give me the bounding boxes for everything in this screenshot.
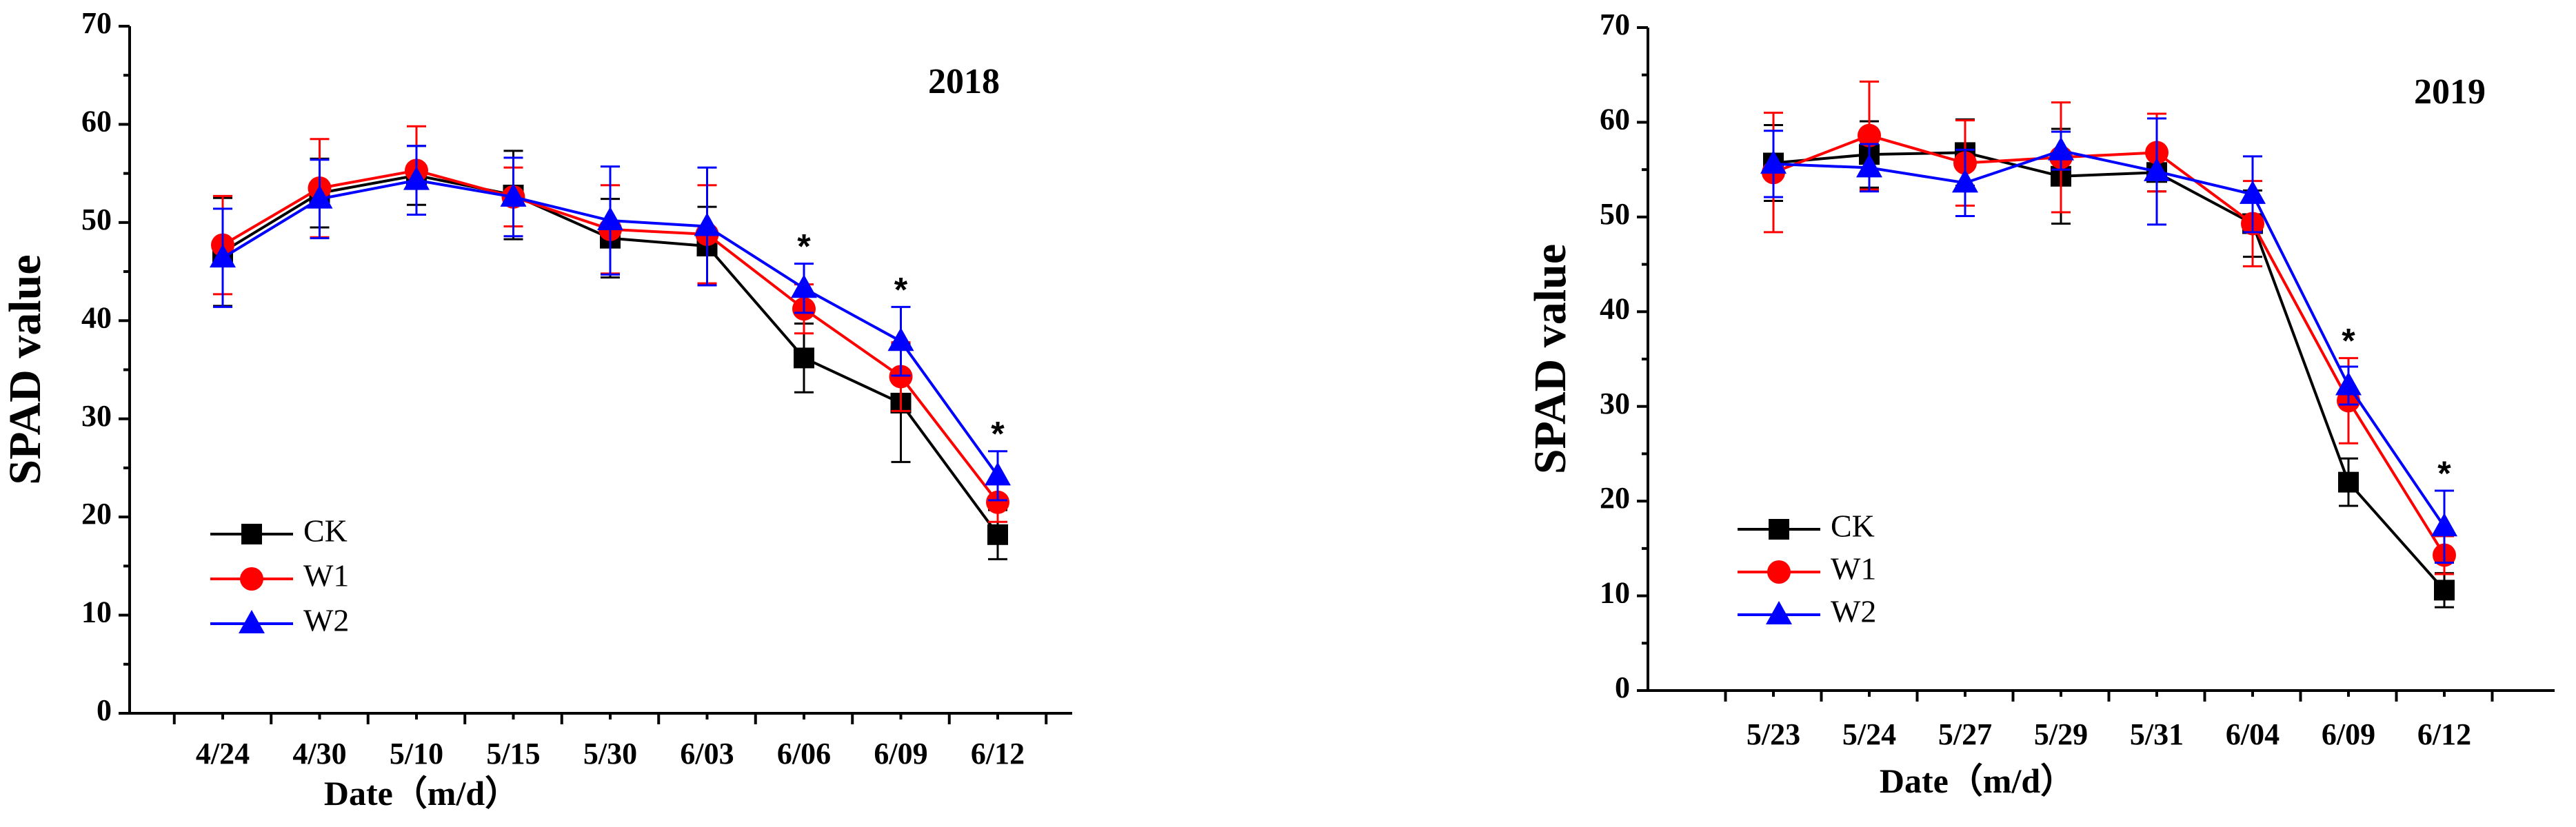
data-point (2431, 513, 2457, 537)
series-line-CK (1773, 151, 2446, 591)
data-point (791, 274, 817, 298)
significance-marker: * (2342, 322, 2355, 360)
x-tick-label: 5/15 (486, 737, 540, 770)
x-tick-label: 5/31 (2130, 717, 2184, 751)
data-point (986, 490, 1009, 514)
x-axis-label: Date（m/d） (1880, 762, 2075, 800)
legend-item-W1: W1 (210, 558, 349, 593)
y-tick-label: 70 (1600, 8, 1630, 41)
x-tick-label: 5/24 (1842, 717, 1896, 751)
y-tick-label: 50 (81, 203, 112, 236)
data-point (2144, 157, 2170, 181)
legend-label: CK (1831, 509, 1875, 544)
data-point (403, 166, 430, 190)
x-tick-label: 6/06 (777, 737, 831, 770)
legend-label: W1 (1831, 551, 1876, 586)
series-W2 (210, 145, 1011, 502)
panel-title: 2018 (928, 62, 1000, 101)
y-tick-label: 10 (1600, 576, 1630, 610)
y-tick-label: 20 (81, 497, 112, 531)
series-W2 (1760, 117, 2457, 564)
x-tick-label: 6/12 (2417, 717, 2471, 751)
y-tick-label: 60 (1600, 103, 1630, 136)
x-tick-label: 4/30 (292, 737, 346, 770)
x-tick-label: 5/10 (390, 737, 443, 770)
chart-panel-2018: 0 10 20 30 40 50 60 70 4/24 4/30 5/10 5/15 5/30 6/03 6… (0, 6, 1072, 813)
significance-marker: * (894, 270, 908, 309)
y-tick-label: 10 (81, 595, 112, 629)
data-point (794, 347, 814, 369)
y-tick-label: 30 (81, 399, 112, 433)
y-tick-label: 30 (1600, 387, 1630, 420)
x-tick-label: 5/30 (583, 737, 637, 770)
x-tick-label: 6/12 (971, 737, 1025, 770)
x-tick-label: 6/03 (680, 737, 734, 770)
legend-marker (241, 524, 262, 544)
series-line-W1 (1773, 134, 2446, 556)
data-point (210, 244, 236, 268)
data-point (987, 524, 1008, 545)
data-point (1760, 150, 1787, 174)
x-tick-label: 5/29 (2034, 717, 2088, 751)
data-point (1858, 123, 1881, 147)
data-point (597, 207, 623, 231)
x-tick-label: 6/09 (2322, 717, 2375, 751)
significance-marker: * (991, 415, 1005, 453)
legend-item-W1: W1 (1738, 551, 1876, 586)
significance-marker: * (2437, 454, 2451, 493)
data-point (2338, 471, 2359, 493)
legend-item-CK: CK (1738, 509, 1875, 544)
data-point (500, 183, 527, 207)
panel-title: 2019 (2414, 72, 2486, 112)
legend-item-CK: CK (210, 513, 348, 549)
y-tick-label: 60 (81, 105, 112, 139)
legend-item-W2: W2 (210, 603, 349, 638)
legend-marker (240, 567, 263, 591)
legend-marker (1769, 519, 1789, 540)
data-point (2335, 371, 2362, 396)
data-point (694, 212, 721, 236)
y-tick-label: 40 (81, 300, 112, 334)
data-point (2240, 180, 2266, 204)
x-tick-label: 5/23 (1747, 717, 1800, 751)
x-tick-label: 6/04 (2226, 717, 2280, 751)
y-tick-label: 0 (1615, 671, 1630, 704)
significance-marker: * (797, 227, 811, 266)
data-point (1856, 154, 1882, 178)
legend-label: CK (303, 513, 348, 549)
legend-marker (239, 610, 265, 633)
data-point (1952, 169, 1978, 193)
y-axis-label: SPAD value (1525, 244, 1576, 474)
legend-item-W2: W2 (1738, 594, 1876, 629)
y-tick-label: 40 (1600, 292, 1630, 325)
legend-label: W2 (1831, 594, 1876, 629)
data-point (887, 327, 914, 351)
x-axis-label: Date（m/d） (324, 774, 519, 813)
y-tick-label: 20 (1600, 481, 1630, 515)
data-point (306, 185, 333, 209)
x-tick-label: 5/27 (1938, 717, 1992, 751)
y-tick-label: 50 (1600, 197, 1630, 231)
data-point (2048, 136, 2074, 161)
legend-marker (1767, 560, 1791, 584)
legend-label: W1 (303, 558, 349, 593)
legend-marker (1766, 601, 1792, 624)
data-point (2434, 580, 2455, 601)
x-tick-label: 4/24 (196, 737, 250, 770)
series-line-W2 (1773, 149, 2446, 528)
chart-panel-2019: 0 10 20 30 40 50 60 70 5/23 5/24 5/27 5/29 5/31 6/04 6… (1525, 8, 2555, 800)
y-tick-label: 70 (81, 6, 112, 40)
data-point (985, 462, 1011, 486)
y-tick-label: 0 (97, 693, 112, 727)
x-tick-label: 6/09 (874, 737, 927, 770)
y-axis-label: SPAD value (0, 254, 50, 484)
legend-label: W2 (303, 603, 349, 638)
